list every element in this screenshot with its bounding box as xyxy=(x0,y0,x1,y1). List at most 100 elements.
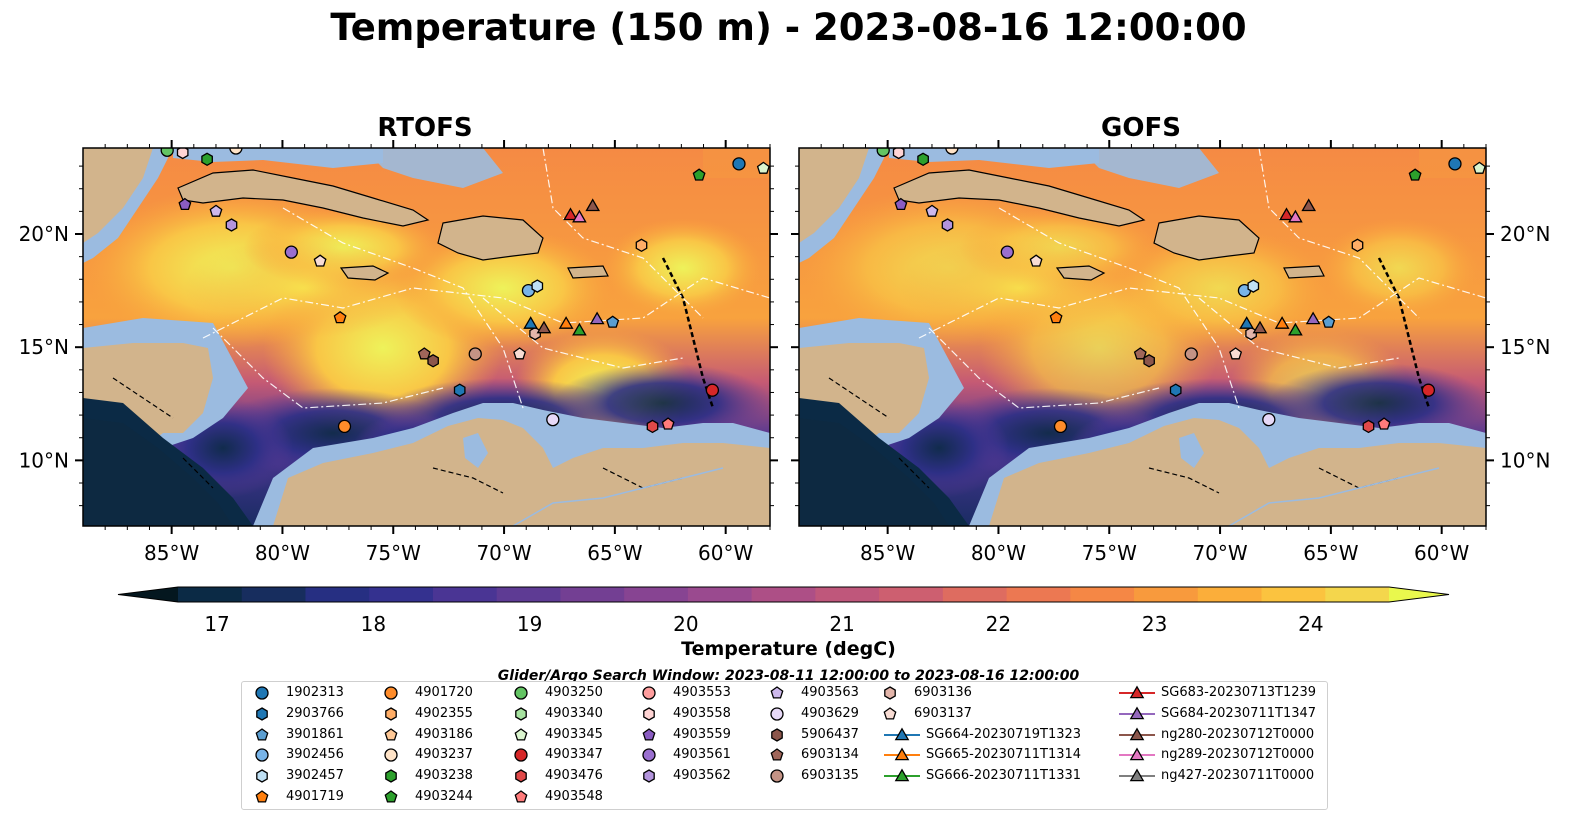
legend-label: 4903250 xyxy=(545,685,603,700)
obs-3901861 xyxy=(1322,315,1336,328)
obs-4903629 xyxy=(546,412,560,427)
obs-ng280-20230712T0000 xyxy=(585,198,601,212)
obs-SG665-20230711T1314 xyxy=(1274,316,1290,329)
y-tick-label: 10°N xyxy=(1500,448,1550,472)
legend-label: SG683-20230713T1239 xyxy=(1161,685,1317,700)
colorbar-segment xyxy=(751,587,816,602)
legend-marker xyxy=(514,727,528,741)
legend-marker xyxy=(385,707,397,721)
colorbar-segment xyxy=(815,587,880,602)
obs-6903137 xyxy=(1229,347,1243,360)
legend-label: 4903562 xyxy=(673,768,731,784)
colorbar-segment xyxy=(305,587,370,602)
legend-label: 2903766 xyxy=(286,705,344,721)
legend-marker xyxy=(1129,747,1145,761)
obs-SG666-20230711T1331 xyxy=(1288,322,1303,336)
obs-4903237 xyxy=(229,148,243,155)
legend-label: 4903237 xyxy=(415,747,473,763)
obs-ng280-20230712T0000 xyxy=(1252,320,1268,334)
colorbar-segment xyxy=(1261,587,1326,602)
legend-label: 4902355 xyxy=(415,705,473,721)
x-tick-label: 70°W xyxy=(1192,541,1247,565)
obs-5906437 xyxy=(1143,354,1155,368)
legend-marker xyxy=(1129,685,1145,699)
x-tick-label: 65°W xyxy=(587,541,642,565)
obs-2903766 xyxy=(453,383,466,397)
x-tick-label: 65°W xyxy=(1303,541,1358,565)
colorbar-tick-label: 24 xyxy=(1298,612,1323,636)
legend-marker xyxy=(515,769,527,783)
figure-title: Temperature (150 m) - 2023-08-16 12:00:0… xyxy=(330,6,1247,49)
colorbar-high-arrow xyxy=(1389,587,1449,602)
obs-6903134 xyxy=(417,347,431,360)
legend-label: 4903563 xyxy=(801,685,859,700)
legend-marker xyxy=(643,707,655,721)
legend-marker xyxy=(894,747,910,761)
legend-marker xyxy=(770,707,784,721)
colorbar-tick-label: 18 xyxy=(361,612,386,636)
legend-marker xyxy=(1129,706,1145,720)
obs-3902457 xyxy=(531,279,544,293)
legend-label: 6903134 xyxy=(801,747,859,763)
obs-4903562 xyxy=(225,218,238,232)
legend-label: 1902313 xyxy=(286,685,344,700)
legend-marker xyxy=(642,748,656,763)
x-tick-label: 70°W xyxy=(476,541,531,565)
obs-4903558 xyxy=(892,148,905,160)
colorbar-segment xyxy=(1134,587,1199,602)
obs-SG664-20230719T1323 xyxy=(1239,316,1255,329)
obs-SG665-20230711T1314 xyxy=(558,316,574,329)
obs-6903137 xyxy=(313,254,327,267)
obs-4903476 xyxy=(646,419,659,434)
obs-SG683-20230713T1239 xyxy=(563,207,578,221)
search-window-text: Glider/Argo Search Window: 2023-08-11 12… xyxy=(497,668,1080,684)
legend-label: 4903340 xyxy=(545,705,603,721)
obs-4903562 xyxy=(941,218,954,232)
legend-marker xyxy=(514,748,528,763)
obs-4901720 xyxy=(337,419,352,434)
obs-4903561 xyxy=(1000,245,1014,259)
map-panel-gofs: 85°W 80°W 75°W 70°W 65°W 60°W 20°N 15°N 10°N xyxy=(791,140,1550,565)
colorbar-tick-label: 17 xyxy=(204,612,229,636)
obs-SG666-20230711T1331 xyxy=(572,322,587,336)
obs-5906437 xyxy=(427,354,439,368)
colorbar-segment xyxy=(1325,587,1390,602)
legend-marker xyxy=(883,706,897,720)
legend: 1902313 2903766 3901861 3902456 3902457 49017… xyxy=(241,681,1328,810)
colorbar-ticks: 17 18 19 20 21 22 23 24 xyxy=(204,612,1323,636)
colorbar-segment xyxy=(1070,587,1135,602)
legend-label: 3902457 xyxy=(286,768,344,784)
obs-SG684-20230711T1347 xyxy=(589,311,605,325)
panel-title-rtofs: RTOFS xyxy=(377,113,473,143)
colorbar-segment xyxy=(687,587,753,602)
colorbar-segment xyxy=(624,587,689,602)
legend-marker xyxy=(884,686,896,700)
obs-4903559 xyxy=(178,197,192,211)
legend-marker xyxy=(770,769,784,783)
legend-marker xyxy=(514,686,528,700)
legend-marker xyxy=(642,686,656,700)
legend-label: SG664-20230719T1323 xyxy=(926,726,1082,742)
obs-1902313 xyxy=(732,157,746,171)
colorbar-segment xyxy=(432,587,498,602)
colorbar-segment xyxy=(1006,587,1071,602)
obs-4903238 xyxy=(201,152,213,167)
colorbar-segment xyxy=(1197,587,1263,602)
y-tick-label: 15°N xyxy=(1500,335,1550,359)
colorbar-segment xyxy=(496,587,561,602)
obs-4903559 xyxy=(894,197,908,211)
legend-marker xyxy=(771,727,783,742)
legend-label: 4903559 xyxy=(673,726,731,742)
legend-marker xyxy=(256,769,268,783)
x-tick-label: 75°W xyxy=(366,541,421,565)
legend-marker xyxy=(770,686,784,699)
legend-marker xyxy=(770,748,784,761)
legend-label: 4903238 xyxy=(415,768,473,784)
legend-marker xyxy=(515,707,527,721)
colorbar-segment xyxy=(241,587,306,602)
obs-4903563 xyxy=(209,204,223,217)
legend-label: ng280-20230712T0000 xyxy=(1161,726,1315,742)
legend-label: 4903347 xyxy=(545,747,603,763)
legend-marker xyxy=(642,727,656,741)
legend-label: 4903345 xyxy=(545,726,603,742)
